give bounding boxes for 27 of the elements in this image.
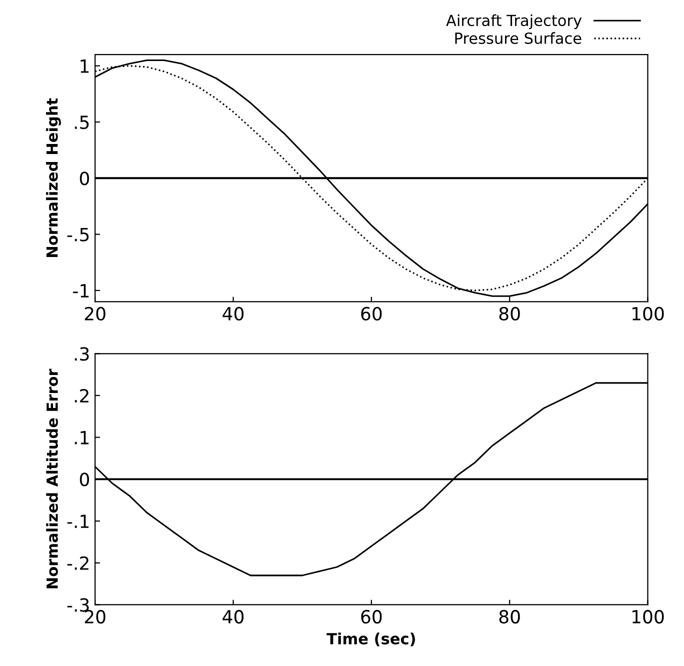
y-tick-label: -.3: [67, 598, 89, 612]
y-tick-label: 0: [80, 172, 90, 186]
legend-label: Aircraft Trajectory: [446, 14, 582, 30]
legend-label: Pressure Surface: [455, 32, 582, 44]
y-tick-label: -.5: [67, 228, 89, 242]
y-tick-label: .2: [74, 388, 88, 402]
y-tick-label: .1: [74, 431, 89, 444]
y-tick-label: .3: [74, 347, 89, 361]
x-tick-label: 100: [632, 610, 664, 624]
x-tick-label: 40: [222, 610, 244, 624]
y-tick-label: -.2: [67, 556, 88, 570]
x-tick-label: 80: [499, 306, 520, 321]
y-tick-label: 0: [80, 472, 90, 486]
y-tick-label: 1: [80, 60, 89, 73]
x-tick-label: 60: [361, 610, 382, 624]
x-tick-label: 60: [361, 306, 382, 321]
x-tick-label: 100: [632, 306, 664, 321]
x-axis-title: Time (sec): [326, 632, 415, 646]
x-tick-label: 20: [84, 610, 106, 624]
y-axis-title: Normalized Altitude Error: [46, 368, 58, 588]
y-tick-label: -.1: [67, 514, 89, 528]
y-axis-title: Normalized Height: [46, 98, 61, 258]
x-tick-label: 20: [84, 306, 106, 321]
y-tick-label: .5: [74, 116, 89, 130]
y-tick-label: -1: [73, 284, 89, 298]
x-tick-label: 40: [222, 306, 244, 321]
x-tick-label: 80: [499, 610, 520, 624]
